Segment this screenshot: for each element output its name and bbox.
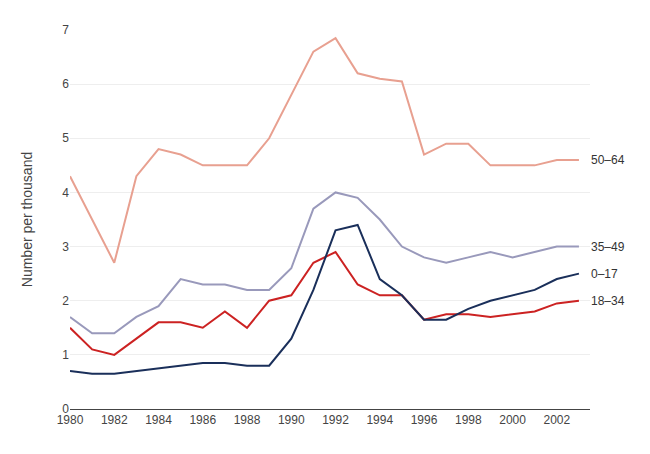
svg-text:1986: 1986	[189, 413, 216, 427]
svg-text:1988: 1988	[234, 413, 261, 427]
svg-text:1982: 1982	[101, 413, 128, 427]
svg-text:Number per thousand: Number per thousand	[19, 152, 35, 287]
svg-text:18–34: 18–34	[591, 294, 625, 308]
svg-text:6: 6	[62, 77, 69, 91]
svg-text:1996: 1996	[411, 413, 438, 427]
svg-text:1998: 1998	[455, 413, 482, 427]
svg-text:2002: 2002	[543, 413, 570, 427]
svg-text:35–49: 35–49	[591, 240, 625, 254]
svg-text:5: 5	[62, 131, 69, 145]
svg-text:1: 1	[62, 348, 69, 362]
svg-text:1990: 1990	[278, 413, 305, 427]
svg-text:1980: 1980	[57, 413, 84, 427]
svg-text:1984: 1984	[145, 413, 172, 427]
svg-text:2000: 2000	[499, 413, 526, 427]
svg-text:0: 0	[62, 402, 69, 416]
svg-text:1994: 1994	[366, 413, 393, 427]
svg-text:1992: 1992	[322, 413, 349, 427]
svg-text:3: 3	[62, 240, 69, 254]
svg-text:50–64: 50–64	[591, 153, 625, 167]
svg-text:0–17: 0–17	[591, 267, 618, 281]
svg-text:7: 7	[62, 23, 69, 37]
svg-text:2: 2	[62, 294, 69, 308]
svg-text:4: 4	[62, 186, 69, 200]
